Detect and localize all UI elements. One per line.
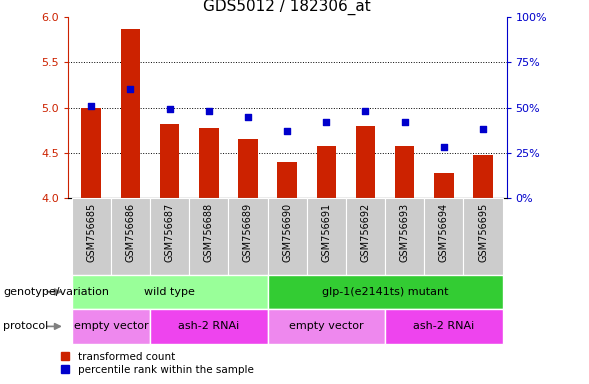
- Point: [400, 119, 409, 125]
- Text: GSM756694: GSM756694: [439, 203, 449, 262]
- Point: [478, 126, 488, 132]
- Text: GSM756695: GSM756695: [478, 203, 488, 262]
- Bar: [267, 309, 385, 344]
- Bar: [267, 275, 502, 309]
- Text: glp-1(e2141ts) mutant: glp-1(e2141ts) mutant: [322, 287, 448, 297]
- Bar: [72, 309, 150, 344]
- Point: [283, 128, 292, 134]
- Legend: transformed count, percentile rank within the sample: transformed count, percentile rank withi…: [61, 352, 254, 375]
- Point: [243, 114, 253, 120]
- Bar: [316, 146, 336, 198]
- Bar: [150, 309, 267, 344]
- Bar: [189, 198, 229, 275]
- Text: protocol: protocol: [3, 321, 48, 331]
- Text: empty vector: empty vector: [74, 321, 148, 331]
- Text: empty vector: empty vector: [289, 321, 363, 331]
- Text: ash-2 RNAi: ash-2 RNAi: [413, 321, 475, 331]
- Point: [322, 119, 331, 125]
- Text: GSM756692: GSM756692: [360, 203, 370, 262]
- Bar: [473, 156, 493, 198]
- Bar: [111, 198, 150, 275]
- Point: [125, 86, 135, 93]
- Bar: [434, 174, 454, 198]
- Bar: [464, 198, 502, 275]
- Bar: [199, 128, 219, 198]
- Bar: [395, 146, 415, 198]
- Title: GDS5012 / 182306_at: GDS5012 / 182306_at: [203, 0, 371, 15]
- Bar: [356, 126, 375, 198]
- Text: GSM756693: GSM756693: [400, 203, 410, 262]
- Text: GSM756686: GSM756686: [125, 203, 135, 262]
- Bar: [160, 124, 180, 198]
- Point: [87, 103, 96, 109]
- Bar: [72, 275, 267, 309]
- Bar: [81, 108, 101, 198]
- Text: wild type: wild type: [144, 287, 195, 297]
- Bar: [385, 309, 502, 344]
- Text: GSM756688: GSM756688: [204, 203, 214, 262]
- Bar: [307, 198, 346, 275]
- Bar: [267, 198, 307, 275]
- Point: [204, 108, 213, 114]
- Bar: [277, 162, 297, 198]
- Bar: [385, 198, 424, 275]
- Bar: [121, 29, 140, 198]
- Text: GSM756687: GSM756687: [164, 203, 174, 262]
- Bar: [72, 198, 111, 275]
- Bar: [424, 198, 464, 275]
- Text: GSM756691: GSM756691: [322, 203, 332, 262]
- Text: ash-2 RNAi: ash-2 RNAi: [178, 321, 239, 331]
- Point: [439, 144, 449, 150]
- Bar: [238, 139, 258, 198]
- Text: GSM756685: GSM756685: [86, 203, 96, 262]
- Text: genotype/variation: genotype/variation: [3, 287, 109, 297]
- Point: [165, 106, 174, 113]
- Text: GSM756689: GSM756689: [243, 203, 253, 262]
- Bar: [229, 198, 267, 275]
- Bar: [150, 198, 189, 275]
- Point: [361, 108, 370, 114]
- Bar: [346, 198, 385, 275]
- Text: GSM756690: GSM756690: [282, 203, 292, 262]
